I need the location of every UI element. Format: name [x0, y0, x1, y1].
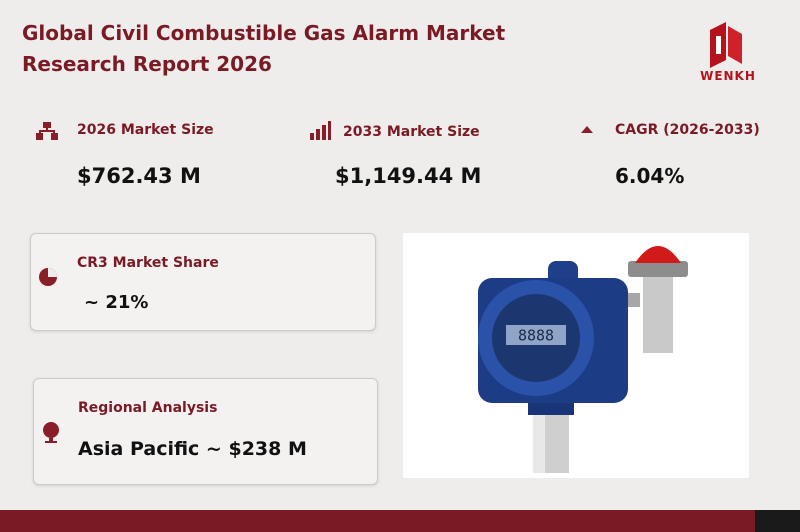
card — [30, 233, 376, 331]
card — [33, 378, 378, 485]
stat-value: 6.04% — [615, 164, 685, 188]
stat-label: CAGR (2026-2033) — [615, 122, 760, 138]
gas-alarm-device: 8888 — [478, 246, 688, 473]
footer-bar — [0, 510, 755, 532]
stat-value: $762.43 M — [77, 164, 201, 188]
icon-bars — [310, 121, 331, 140]
device-display: 8888 — [518, 327, 554, 345]
title: Global Civil Combustible Gas Alarm Marke… — [22, 21, 506, 76]
card-value: ~ 21% — [84, 292, 149, 313]
stat-label: 2033 Market Size — [343, 124, 480, 140]
card-label: Regional Analysis — [78, 400, 218, 416]
icon-up — [581, 126, 593, 133]
card-label: CR3 Market Share — [77, 255, 219, 271]
icon-hierarchy — [36, 122, 58, 140]
stat-value: $1,149.44 M — [335, 164, 482, 188]
icon-pie — [39, 268, 57, 286]
logo-text: WENKH — [700, 69, 756, 83]
card-value: Asia Pacific ~ $238 M — [78, 438, 307, 460]
logo-mark: WENKH — [700, 22, 756, 83]
icon-globe — [43, 422, 59, 443]
footer-accent — [755, 510, 800, 532]
product-photo: 8888 — [403, 233, 749, 478]
stat-label: 2026 Market Size — [77, 122, 214, 138]
